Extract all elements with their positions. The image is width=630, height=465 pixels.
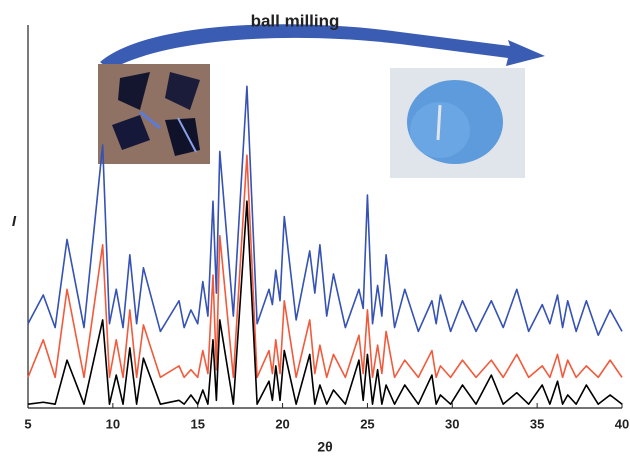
- series-line: [27, 85, 623, 337]
- y-axis-label: I: [12, 213, 17, 230]
- x-tick-label: 20: [275, 416, 289, 431]
- series-line: [27, 154, 623, 379]
- crystal-photo: [98, 64, 210, 164]
- annotation: ball milling: [251, 11, 340, 30]
- x-tick-label: 15: [190, 416, 204, 431]
- x-axis-label: 2θ: [317, 439, 332, 455]
- series-line: [27, 200, 623, 405]
- x-tick-label: 10: [106, 416, 120, 431]
- powder-photo: [390, 68, 525, 178]
- x-tick-label: 40: [615, 416, 629, 431]
- x-tick-label: 5: [24, 416, 31, 431]
- x-tick-label: 30: [445, 416, 459, 431]
- arrow: [100, 24, 545, 70]
- x-tick-label: 35: [530, 416, 544, 431]
- x-tick-label: 25: [360, 416, 374, 431]
